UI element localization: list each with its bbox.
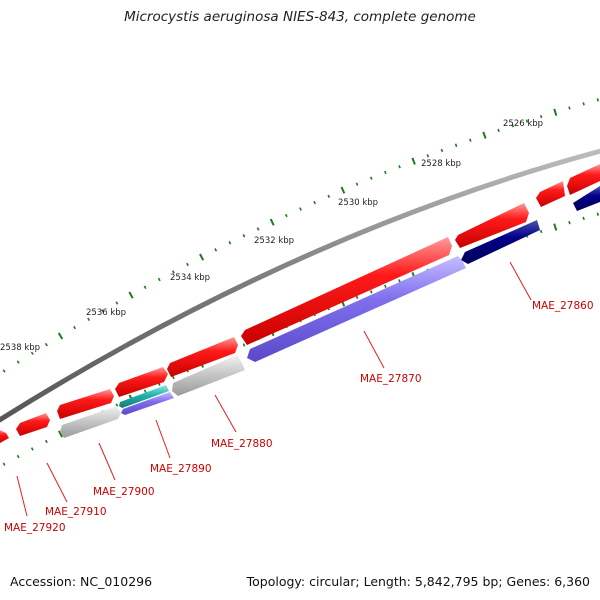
scale-label: 2532 kbp <box>254 236 294 246</box>
scale-tick <box>371 290 372 293</box>
genome-backbone <box>0 148 600 426</box>
scale-label: 2530 kbp <box>338 198 378 208</box>
scale-tick <box>173 376 174 379</box>
scale-tick <box>357 183 358 186</box>
scale-ticks <box>3 98 598 465</box>
callout-line <box>364 331 384 368</box>
scale-tick <box>271 219 274 225</box>
scale-tick <box>371 177 372 180</box>
scale-tick <box>569 107 570 110</box>
scale-tick <box>187 263 188 266</box>
gene-label: MAE_27890 <box>150 463 212 475</box>
scale-tick <box>17 361 19 364</box>
scale-tick <box>159 278 161 281</box>
scale-tick <box>145 390 146 393</box>
scale-label: 2538 kbp <box>0 343 40 353</box>
scale-tick <box>470 139 471 142</box>
gene-label: MAE_27920 <box>4 522 66 534</box>
scale-tick <box>554 224 556 231</box>
gene-feature <box>536 181 565 207</box>
gene-callout-lines <box>17 262 531 516</box>
scale-tick <box>412 158 415 165</box>
scale-tick <box>597 213 598 216</box>
gene-label: MAE_27900 <box>93 486 155 498</box>
scale-label: 2536 kbp <box>86 308 126 318</box>
scale-tick <box>18 455 19 458</box>
scale-tick <box>342 187 345 193</box>
scale-label: 2534 kbp <box>170 273 210 283</box>
gene-label: MAE_27880 <box>211 438 273 450</box>
scale-tick <box>74 326 76 329</box>
scale-tick <box>129 292 132 298</box>
callout-line <box>17 476 27 516</box>
callout-line <box>156 420 170 458</box>
scale-label: 2528 kbp <box>421 159 461 169</box>
scale-tick <box>200 254 203 260</box>
scale-tick <box>88 318 90 321</box>
scale-tick <box>328 195 329 198</box>
accession-text: Accession: NC_010296 <box>10 574 152 589</box>
scale-tick <box>59 333 63 339</box>
callout-line <box>99 443 115 480</box>
gene-feature <box>16 413 50 436</box>
scale-tick <box>229 241 230 244</box>
scale-tick <box>456 144 457 147</box>
scale-tick <box>597 98 598 101</box>
scale-tick <box>243 344 244 347</box>
scale-tick <box>215 249 216 252</box>
scale-tick <box>541 115 542 118</box>
genome-summary: Topology: circular; Length: 5,842,795 bp… <box>247 574 590 589</box>
gene-label: MAE_27870 <box>360 373 422 385</box>
gene-feature <box>241 237 452 345</box>
scale-tick <box>498 129 499 132</box>
scale-tick <box>583 102 584 105</box>
scale-tick <box>483 132 485 139</box>
scale-tick <box>3 463 4 466</box>
gene-feature <box>0 430 9 443</box>
scale-tick <box>116 302 117 305</box>
scale-tick <box>116 404 117 407</box>
scale-tick <box>3 370 5 373</box>
scale-tick <box>46 440 47 443</box>
gene-label: MAE_27860 <box>532 300 594 312</box>
callout-line <box>510 262 531 300</box>
scale-tick <box>243 234 244 237</box>
scale-tick <box>427 154 428 157</box>
scale-tick <box>441 149 442 152</box>
scale-tick <box>32 448 33 451</box>
forward-strand-genes <box>0 164 600 443</box>
scale-tick <box>286 214 287 217</box>
genome-map: 2526 kbp 2528 kbp 2530 kbp 2532 kbp 2534… <box>0 0 600 600</box>
scale-tick <box>583 217 584 220</box>
scale-tick <box>144 286 145 289</box>
callout-line <box>215 395 236 432</box>
scale-tick <box>385 285 386 288</box>
scale-tick <box>399 165 400 168</box>
scale-tick <box>314 201 315 204</box>
scale-tick <box>554 109 556 116</box>
scale-tick <box>569 221 570 224</box>
scale-tick <box>399 280 400 283</box>
scale-tick <box>257 228 258 231</box>
gene-label: MAE_27910 <box>45 506 107 518</box>
scale-tick <box>541 230 542 233</box>
callout-line <box>47 463 67 502</box>
scale-tick <box>385 171 386 174</box>
gene-feature <box>247 256 466 362</box>
scale-tick <box>300 208 301 211</box>
scale-tick <box>357 296 358 299</box>
scale-tick <box>46 343 48 346</box>
scale-label: 2526 kbp <box>503 119 543 129</box>
